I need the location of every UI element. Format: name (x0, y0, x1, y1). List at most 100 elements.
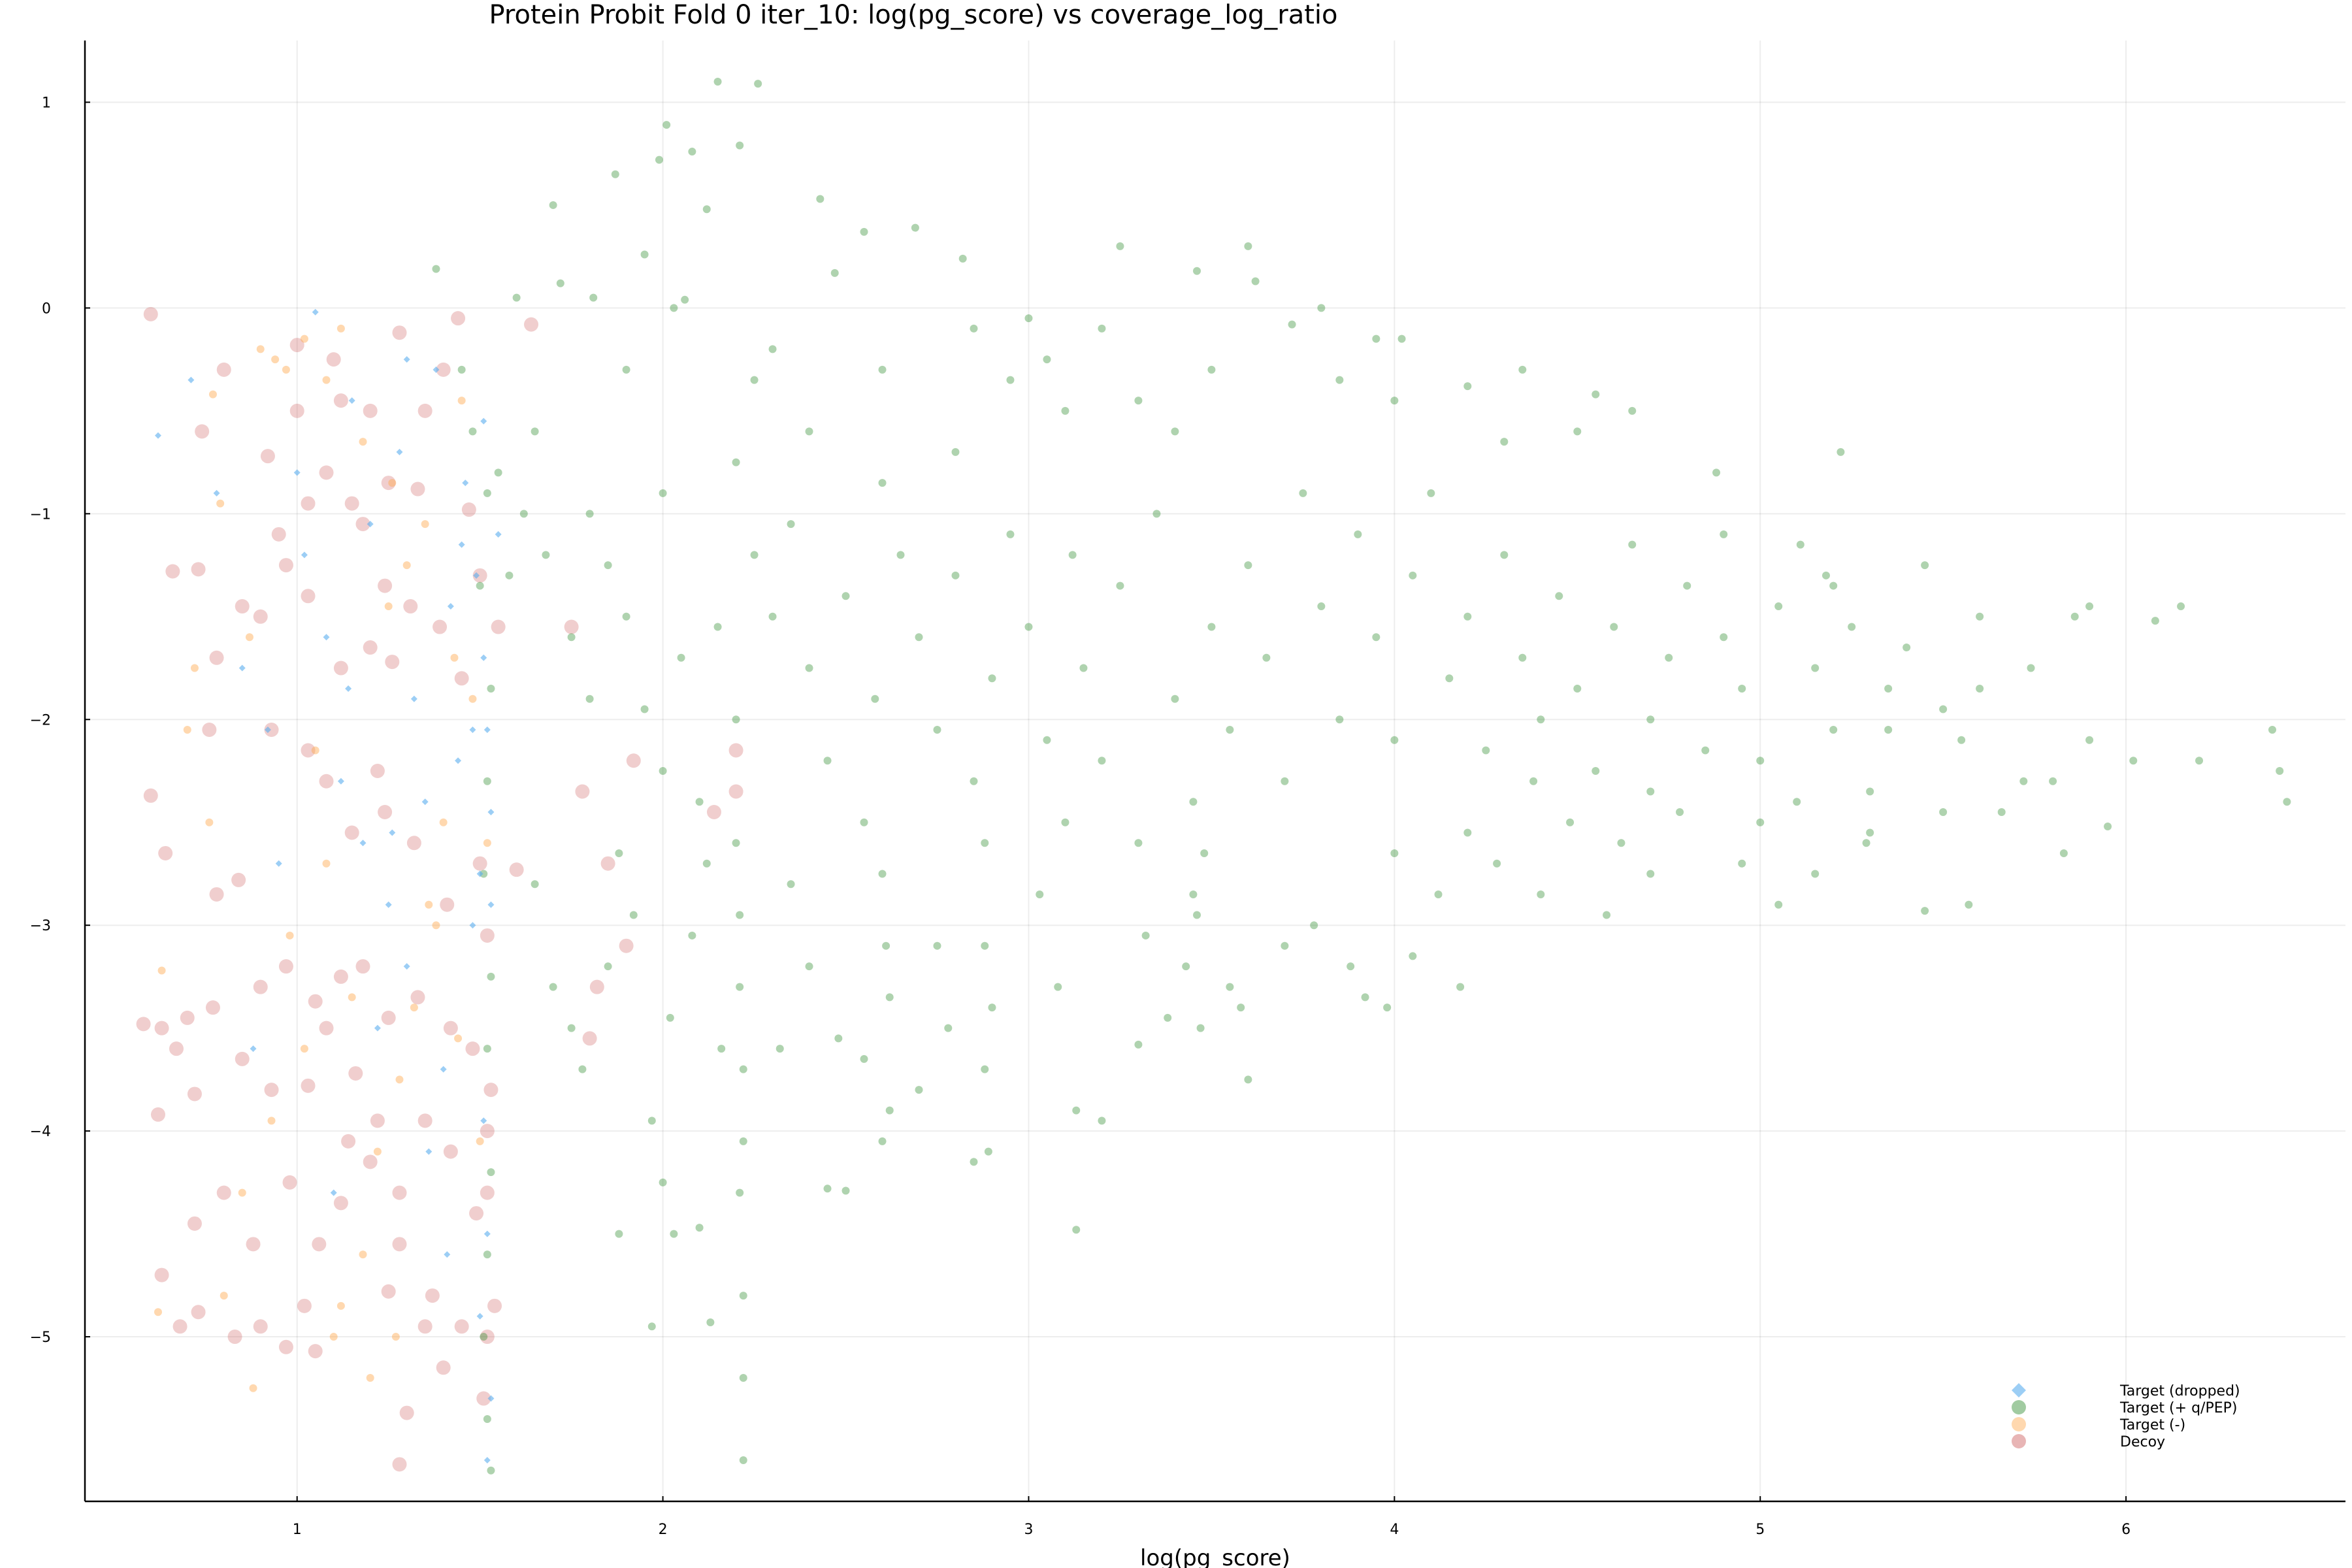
point-target-q-pep (1152, 510, 1161, 518)
point-target-q-pep (1116, 581, 1124, 590)
point-target-q-pep (1774, 602, 1783, 611)
point-target-q-pep (860, 818, 868, 826)
point-target-q-pep (1072, 1106, 1081, 1115)
point-decoy (344, 496, 359, 511)
point-target-q-pep (878, 479, 887, 487)
point-target-q-pep (1500, 551, 1509, 559)
point-decoy (440, 897, 455, 912)
point-decoy (425, 1288, 440, 1303)
point-target-q-pep (1774, 900, 1783, 909)
point-decoy (483, 1083, 498, 1098)
point-target-q-pep (1207, 365, 1216, 374)
point-target-q-pep (1500, 438, 1509, 446)
point-target-q-pep (1354, 530, 1362, 538)
legend-marker-target-dropped (2012, 1383, 2026, 1397)
point-decoy (301, 1078, 316, 1093)
point-decoy (487, 1298, 502, 1313)
point-decoy (301, 496, 316, 511)
point-target-q-pep (1848, 623, 1856, 631)
point-target-q-pep (1409, 952, 1417, 960)
point-target-q-pep (483, 1415, 491, 1424)
legend-marker-target (2012, 1417, 2026, 1431)
x-tick-label: 3 (1024, 1522, 1033, 1538)
point-decoy (216, 1185, 231, 1200)
point-decoy (231, 872, 246, 887)
point-target (439, 818, 448, 826)
point-target-q-pep (951, 448, 960, 456)
point-decoy (289, 338, 304, 353)
point-target-q-pep (1434, 890, 1443, 898)
point-target-q-pep (1566, 818, 1575, 826)
point-target-q-pep (1226, 726, 1234, 734)
point-target-dropped (312, 308, 319, 316)
point-target-q-pep (944, 1024, 953, 1032)
point-decoy (392, 1237, 407, 1252)
point-decoy (443, 1021, 458, 1036)
point-target-q-pep (1390, 736, 1399, 744)
point-target-q-pep (1866, 787, 1874, 796)
point-target-q-pep (1610, 623, 1618, 631)
point-decoy (308, 1344, 323, 1359)
point-target-dropped (447, 603, 454, 610)
point-target-q-pep (805, 427, 813, 436)
point-decoy (235, 1051, 250, 1066)
point-target (388, 479, 397, 487)
point-decoy (187, 1216, 202, 1231)
point-target (267, 1117, 276, 1125)
point-target-q-pep (1712, 468, 1721, 477)
point-target-q-pep (483, 1250, 491, 1259)
point-target-q-pep (476, 581, 484, 590)
point-target-q-pep (487, 685, 495, 693)
point-target-q-pep (604, 962, 612, 971)
point-decoy (308, 994, 323, 1009)
point-decoy (370, 1113, 385, 1128)
point-target-q-pep (732, 839, 740, 847)
point-target-q-pep (1193, 267, 1201, 275)
point-target-dropped (487, 901, 495, 908)
point-target-dropped (250, 1045, 257, 1053)
point-target-q-pep (702, 205, 711, 214)
point-target-q-pep (1463, 382, 1472, 391)
point-target-q-pep (1720, 530, 1728, 538)
point-decoy (191, 562, 206, 577)
point-target-q-pep (519, 510, 528, 518)
point-decoy (378, 804, 393, 819)
point-decoy (209, 887, 224, 902)
point-decoy (410, 990, 425, 1005)
point-target (220, 1292, 228, 1300)
point-target-q-pep (1811, 870, 1820, 878)
point-target-q-pep (647, 1117, 656, 1125)
point-target-dropped (403, 963, 410, 970)
point-target (286, 931, 294, 939)
point-target-q-pep (1079, 664, 1088, 672)
point-target-dropped (487, 808, 495, 815)
point-target-q-pep (640, 705, 649, 713)
point-decoy (472, 568, 487, 583)
point-target-q-pep (567, 1024, 576, 1032)
axes (84, 41, 2345, 1503)
point-decoy (158, 845, 173, 860)
point-decoy (443, 1144, 458, 1159)
point-target-q-pep (1866, 828, 1874, 837)
point-target-q-pep (2177, 602, 2185, 611)
point-target-q-pep (1317, 304, 1326, 312)
point-decoy (480, 1330, 495, 1345)
point-target-q-pep (1397, 335, 1406, 343)
point-target-q-pep (1976, 612, 1984, 621)
point-target-q-pep (1036, 890, 1044, 898)
point-target-q-pep (1193, 911, 1201, 919)
x-tick-label: 6 (2121, 1522, 2131, 1538)
point-decoy (469, 1206, 484, 1221)
y-tick-label: −3 (30, 918, 51, 934)
point-target-q-pep (750, 551, 759, 559)
point-decoy (480, 1124, 495, 1139)
point-target-q-pep (736, 983, 744, 991)
point-decoy (706, 804, 721, 819)
point-decoy (246, 1237, 261, 1252)
point-target-q-pep (1537, 715, 1545, 724)
y-tick-label: −5 (30, 1330, 51, 1346)
point-target-q-pep (732, 715, 740, 724)
point-target-q-pep (1592, 390, 1600, 399)
x-tick-label: 5 (1756, 1522, 1765, 1538)
point-target-q-pep (1617, 839, 1625, 847)
